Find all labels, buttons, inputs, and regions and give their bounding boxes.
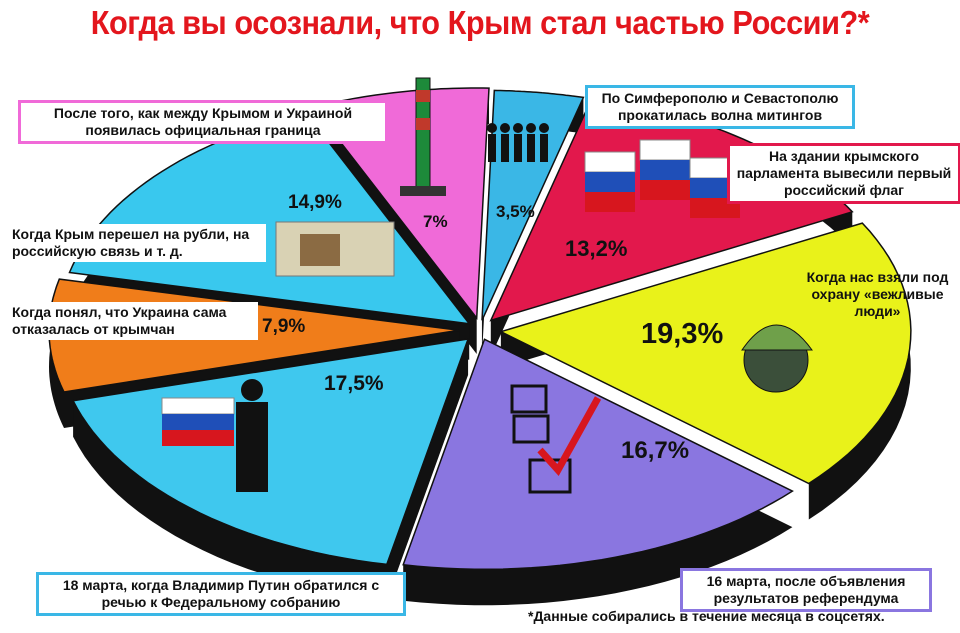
slice-2 bbox=[498, 222, 912, 485]
protester-icon bbox=[513, 123, 523, 133]
label-granica: После того, как между Крымом и Украиной … bbox=[18, 100, 388, 144]
ballot-box-icon bbox=[510, 384, 548, 414]
illustrations bbox=[161, 77, 813, 494]
label-ukraina: Когда понял, что Украина сама отказалась… bbox=[6, 302, 258, 340]
pct-label-flag: 13,2% bbox=[565, 236, 628, 261]
label-rubli: Когда Крым перешел на рубли, на российск… bbox=[6, 224, 266, 262]
protester-icon bbox=[539, 123, 549, 133]
flag-putin-icon bbox=[161, 397, 235, 415]
pct-label-vezhlivye: 19,3% bbox=[641, 318, 724, 350]
protester-icon bbox=[487, 123, 497, 133]
pct-label-referendum: 16,7% bbox=[621, 437, 690, 464]
pct-label-rubli: 14,9% bbox=[288, 192, 342, 213]
checkmark-icon bbox=[537, 396, 602, 476]
slice-4 bbox=[71, 338, 470, 566]
russian-flag-icon bbox=[639, 139, 691, 161]
pct-label-putin: 17,5% bbox=[324, 372, 384, 395]
label-vezhlivye: Когда нас взяли под охрану «вежливые люд… bbox=[806, 269, 949, 319]
chart-title: Когда вы осознали, что Крым стал частью … bbox=[90, 4, 870, 41]
label-flag: На здании крымского парламента вывесили … bbox=[727, 143, 960, 204]
pct-label-ukraina: 7,9% bbox=[262, 316, 306, 337]
russian-flag-icon bbox=[584, 151, 636, 173]
label-putin: 18 марта, когда Владимир Путин обратился… bbox=[36, 572, 406, 616]
pct-label-mitingi: 3,5% bbox=[496, 202, 535, 221]
pct-label-granica: 7% bbox=[423, 212, 448, 231]
protester-icon bbox=[500, 123, 510, 133]
label-mitingi: По Симферополю и Севастополю прокатилась… bbox=[585, 85, 855, 129]
slice-side-4 bbox=[73, 338, 469, 601]
footnote: *Данные собирались в течение месяца в со… bbox=[528, 608, 885, 624]
speaker-silhouette-icon bbox=[241, 379, 263, 401]
slice-3 bbox=[402, 338, 794, 571]
slice-side-3 bbox=[403, 339, 793, 606]
protester-icon bbox=[526, 123, 536, 133]
pie-slices bbox=[48, 87, 912, 606]
label-referendum: 16 марта, после объявления результатов р… bbox=[680, 568, 932, 612]
